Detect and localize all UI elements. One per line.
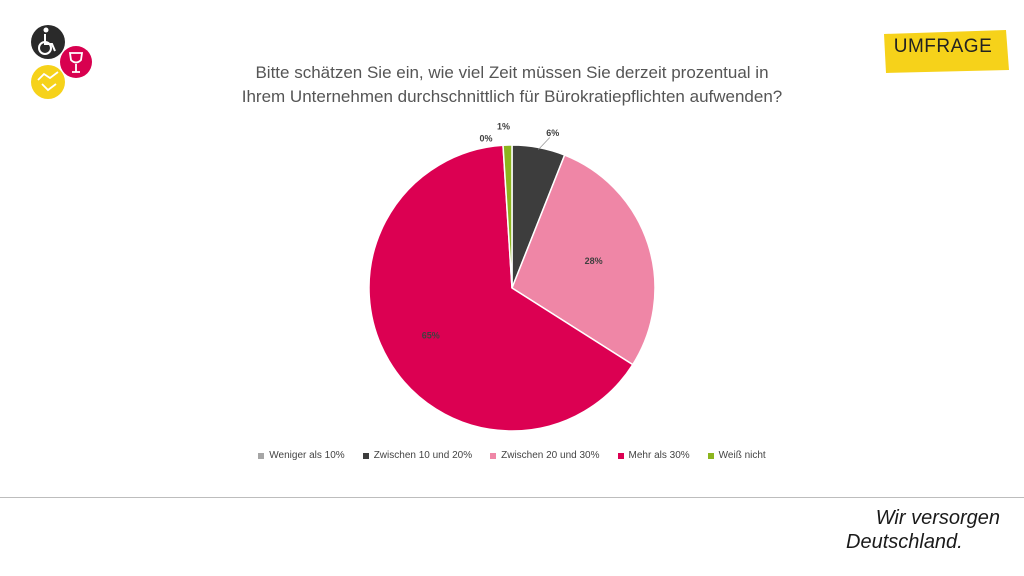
chart-legend: Weniger als 10% Zwischen 10 und 20% Zwisch… <box>150 450 874 461</box>
legend-entry: Zwischen 10 und 20% <box>362 450 473 461</box>
legend-label: Zwischen 20 und 30% <box>501 450 600 461</box>
legend-swatch <box>617 452 624 459</box>
footer-divider <box>0 497 1024 498</box>
legend-entry: Zwischen 20 und 30% <box>490 450 600 461</box>
slogan-line-2: Deutschland. <box>846 531 963 553</box>
data-label: 1% <box>497 121 510 131</box>
footer-slogan: Wir versorgen Deutschland. <box>820 506 1000 554</box>
data-label: 6% <box>546 128 559 138</box>
company-logo <box>31 25 92 99</box>
legend-swatch <box>707 452 714 459</box>
data-label: 65% <box>422 330 440 340</box>
chart-title: Bitte schätzen Sie ein, wie viel Zeit mü… <box>241 63 783 106</box>
survey-badge-label: UMFRAGE <box>893 36 993 57</box>
slogan-line-1: Wir versorgen <box>875 507 1000 529</box>
legend-label: Weniger als 10% <box>269 450 345 461</box>
legend-swatch <box>490 452 497 459</box>
legend-entry: Weiß nicht <box>707 450 766 461</box>
data-label: 28% <box>585 256 603 266</box>
survey-badge <box>884 30 1009 73</box>
legend-entry: Weniger als 10% <box>258 450 345 461</box>
data-label: 0% <box>479 133 492 143</box>
leader-line <box>538 137 551 150</box>
pie-slice <box>511 154 656 366</box>
pie-slice <box>368 144 634 432</box>
legend-entry: Mehr als 30% <box>617 450 690 461</box>
legend-swatch <box>362 452 369 459</box>
legend-label: Mehr als 30% <box>628 450 690 461</box>
legend-label: Weiß nicht <box>718 450 766 461</box>
legend-label: Zwischen 10 und 20% <box>373 450 473 461</box>
pie-slice <box>502 144 513 289</box>
legend-swatch <box>258 452 265 459</box>
